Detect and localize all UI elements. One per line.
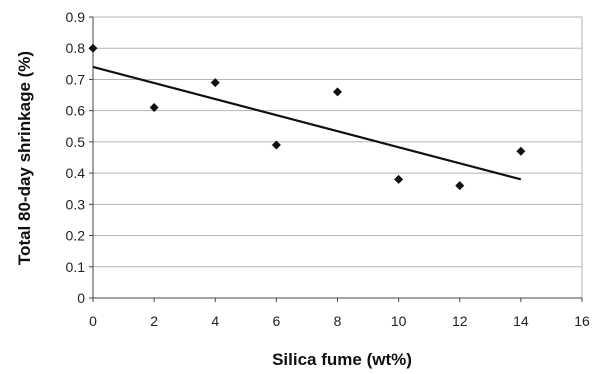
x-tick-label: 12 bbox=[452, 313, 468, 329]
y-tick-label: 0 bbox=[77, 290, 85, 306]
x-tick-labels: 0 2 4 6 8 10 12 14 16 bbox=[89, 313, 590, 329]
y-tick-label: 0.9 bbox=[66, 9, 86, 25]
data-point bbox=[149, 103, 159, 113]
x-tick-label: 4 bbox=[211, 313, 219, 329]
y-tick-label: 0.8 bbox=[66, 40, 86, 56]
y-tick-labels: 0 0.1 0.2 0.3 0.4 0.5 0.6 0.7 0.8 0.9 bbox=[66, 9, 86, 306]
y-tick-label: 0.5 bbox=[66, 134, 86, 150]
data-point bbox=[394, 174, 404, 184]
data-point bbox=[88, 43, 98, 53]
x-tick-label: 0 bbox=[89, 313, 97, 329]
trendline bbox=[92, 65, 522, 181]
y-tick-label: 0.7 bbox=[66, 71, 86, 87]
axes bbox=[89, 16, 583, 302]
y-tick-label: 0.4 bbox=[66, 165, 86, 181]
x-tick-label: 6 bbox=[272, 313, 280, 329]
data-point bbox=[455, 181, 465, 191]
data-point bbox=[210, 78, 220, 88]
data-point bbox=[271, 140, 281, 150]
data-point bbox=[516, 146, 526, 156]
y-axis-title: Total 80-day shrinkage (%) bbox=[15, 51, 34, 265]
gridlines bbox=[93, 16, 583, 298]
data-points bbox=[88, 43, 526, 191]
x-tick-label: 14 bbox=[513, 313, 529, 329]
y-tick-label: 0.2 bbox=[66, 228, 86, 244]
data-point bbox=[333, 87, 342, 97]
y-tick-label: 0.1 bbox=[66, 259, 86, 275]
x-tick-label: 16 bbox=[574, 313, 590, 329]
trendline-group bbox=[92, 65, 522, 181]
x-tick-label: 2 bbox=[150, 313, 158, 329]
x-tick-label: 10 bbox=[391, 313, 407, 329]
x-axis-title: Silica fume (wt%) bbox=[272, 350, 412, 369]
y-tick-label: 0.3 bbox=[66, 196, 86, 212]
y-tick-label: 0.6 bbox=[66, 103, 86, 119]
x-tick-label: 8 bbox=[334, 313, 342, 329]
